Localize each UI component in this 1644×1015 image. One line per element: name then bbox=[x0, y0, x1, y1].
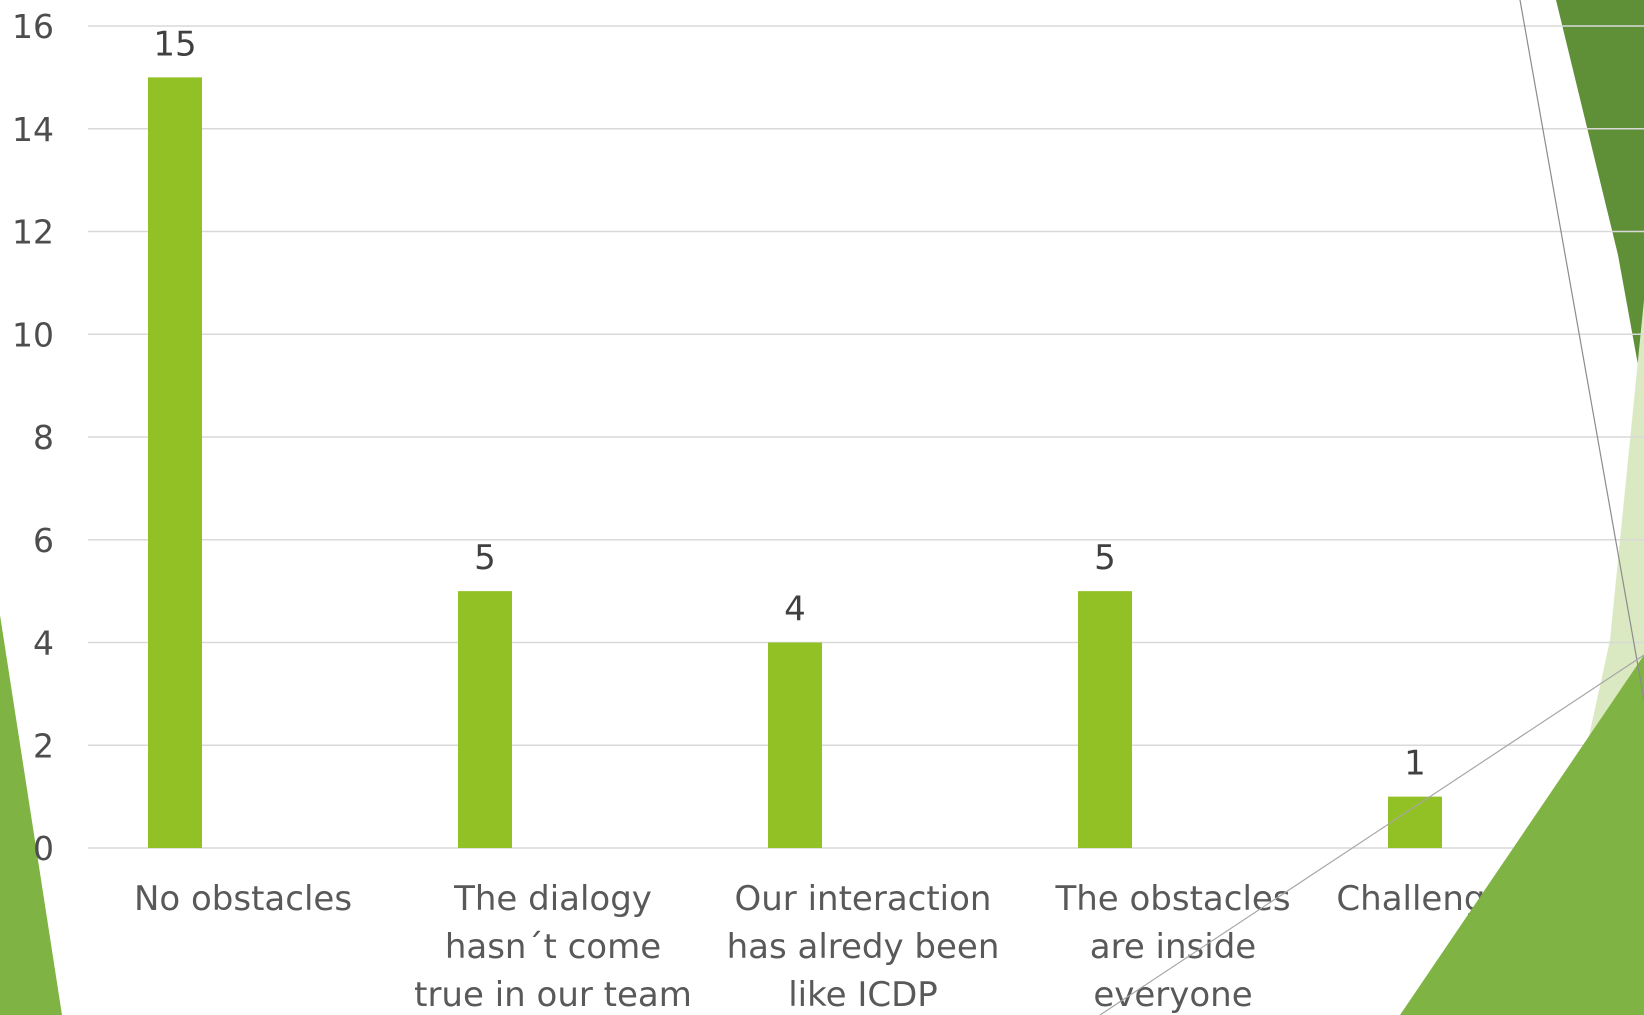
x-category-label-line: everyone bbox=[1093, 975, 1252, 1015]
x-category-label-line: hasn´t come bbox=[445, 927, 661, 967]
y-tick-label: 4 bbox=[33, 624, 54, 663]
x-category-label-line: No obstacles bbox=[134, 879, 352, 919]
slide-decoration-front bbox=[1099, 0, 1644, 1015]
data-label: 4 bbox=[784, 590, 806, 630]
decor-dark-wedge bbox=[1556, 0, 1644, 398]
x-category-label-line: The obstacles bbox=[1054, 879, 1290, 919]
x-category-label-line: Our interaction bbox=[735, 879, 992, 919]
y-tick-label: 6 bbox=[33, 521, 54, 560]
x-category-label-line: are inside bbox=[1090, 927, 1256, 967]
x-category-label-line: like ICDP bbox=[788, 975, 938, 1015]
x-category-label-line: true in our team bbox=[414, 975, 692, 1015]
x-axis: No obstacles The dialogy hasn´t come true i… bbox=[134, 879, 1630, 1015]
data-labels: 15 5 4 5 1 bbox=[153, 24, 1425, 783]
data-label: 5 bbox=[474, 538, 496, 578]
y-tick-label: 2 bbox=[33, 726, 54, 765]
bar bbox=[458, 591, 512, 848]
bar bbox=[1388, 796, 1442, 848]
decor-front-wedge bbox=[1400, 655, 1644, 1015]
x-category-label: Our interaction has alredy been like ICDP bbox=[727, 879, 1000, 1015]
y-tick-label: 10 bbox=[12, 315, 54, 354]
x-category-label: No obstacles bbox=[134, 879, 352, 919]
y-axis: 0 2 4 6 8 10 12 14 16 bbox=[12, 7, 54, 868]
y-tick-label: 14 bbox=[12, 110, 54, 149]
bar bbox=[1078, 591, 1132, 848]
x-category-label-line: The dialogy bbox=[453, 879, 652, 919]
x-category-label-line: has alredy been bbox=[727, 927, 1000, 967]
y-tick-label: 12 bbox=[12, 213, 54, 252]
y-tick-label: 0 bbox=[33, 829, 54, 868]
x-category-label: The dialogy hasn´t come true in our team bbox=[414, 879, 692, 1015]
decor-left-wedge bbox=[0, 615, 62, 1015]
y-tick-label: 8 bbox=[33, 418, 54, 457]
data-label: 1 bbox=[1404, 744, 1426, 784]
x-category-label: The obstacles are inside everyone bbox=[1054, 879, 1290, 1015]
data-label: 15 bbox=[153, 24, 196, 64]
y-tick-label: 16 bbox=[12, 7, 54, 46]
decor-thin-line bbox=[1099, 654, 1644, 1015]
data-label: 5 bbox=[1094, 538, 1116, 578]
gridlines bbox=[88, 25, 1644, 849]
bar bbox=[148, 77, 202, 848]
bars bbox=[148, 77, 1442, 848]
bar bbox=[768, 642, 822, 848]
decor-thin-line bbox=[1519, 0, 1644, 701]
